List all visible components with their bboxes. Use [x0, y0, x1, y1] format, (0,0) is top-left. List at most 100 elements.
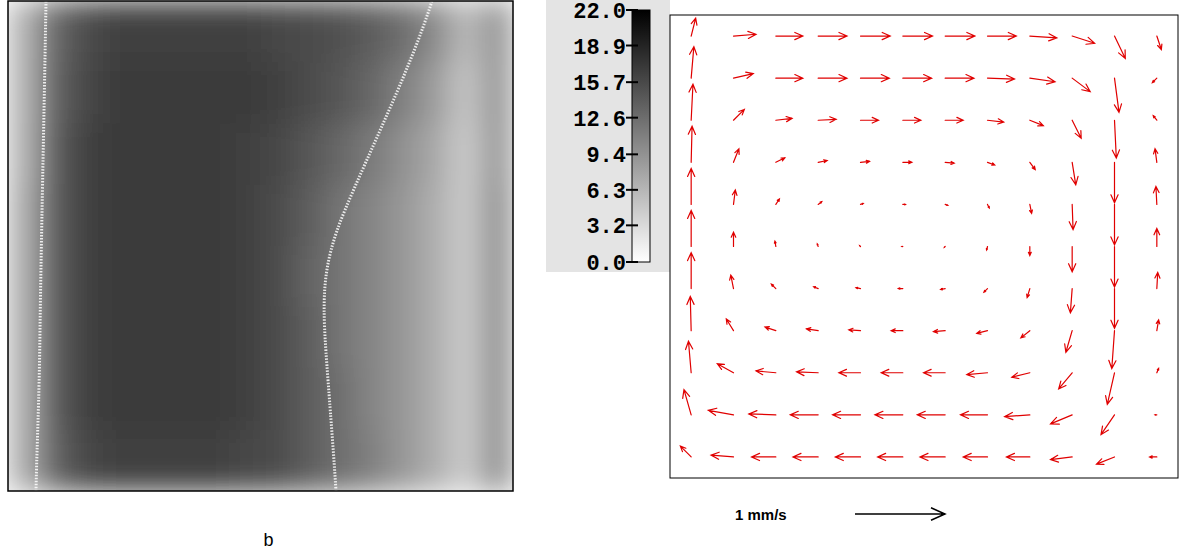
velocity-vector — [1157, 36, 1162, 50]
velocity-vector — [856, 287, 861, 288]
heatmap-cells — [8, 1, 513, 491]
velocity-vector — [1069, 247, 1076, 272]
heatmap-cell — [450, 369, 482, 431]
velocity-vector — [726, 319, 733, 331]
heatmap-cell — [166, 246, 198, 308]
velocity-vector — [711, 452, 734, 459]
velocity-vector — [730, 275, 734, 289]
colorbar-tick-label: 18.9 — [573, 36, 626, 61]
heatmap-cell — [292, 124, 324, 186]
velocity-vector — [1072, 36, 1095, 44]
colorbar-tick-label: 22.0 — [573, 0, 626, 25]
heatmap-cell — [134, 1, 166, 63]
velocity-vector — [732, 190, 737, 204]
colorbar — [632, 10, 650, 262]
heatmap-area — [8, 1, 513, 491]
colorbar-tick — [626, 9, 638, 11]
heatmap-cell — [324, 185, 356, 247]
velocity-vector — [1109, 331, 1116, 369]
heatmap-cell — [40, 62, 72, 124]
heatmap-cell — [166, 307, 198, 369]
heatmap-cell — [8, 307, 40, 369]
heatmap-cell — [387, 1, 419, 63]
velocity-vector — [1111, 204, 1118, 245]
heatmap-cell — [229, 62, 261, 124]
heatmap-cell — [134, 430, 166, 491]
colorbar-tick-label: 3.2 — [586, 215, 626, 240]
velocity-vector — [933, 329, 945, 333]
heatmap-cell — [261, 430, 293, 491]
velocity-vector — [1030, 204, 1033, 213]
velocity-vector — [861, 75, 890, 82]
heatmap-cell — [450, 430, 482, 491]
colorbar-background — [546, 0, 670, 272]
velocity-vector — [945, 32, 975, 39]
velocity-vector — [1154, 149, 1158, 163]
velocity-vector — [861, 203, 864, 204]
velocity-vector — [920, 453, 945, 460]
heatmap-cell — [71, 369, 103, 431]
heatmap-cell — [292, 62, 324, 124]
velocity-vector — [1115, 36, 1126, 59]
velocity-vector — [756, 368, 776, 374]
heatmap-cell — [387, 430, 419, 491]
velocity-vector — [945, 204, 948, 205]
velocity-vector — [1065, 331, 1073, 353]
heatmap-cell — [450, 1, 482, 63]
heatmap-cell — [229, 430, 261, 491]
velocity-vector — [963, 453, 987, 460]
velocity-vector — [790, 411, 818, 418]
velocity-vector — [1030, 162, 1035, 169]
heatmap-cell — [355, 307, 387, 369]
heatmap-cell — [418, 1, 450, 63]
heatmap-cell — [481, 246, 513, 308]
colorbar-tick — [626, 153, 638, 155]
velocity-vector — [708, 408, 733, 415]
velocity-vector — [1021, 331, 1030, 338]
velocity-vector — [690, 47, 697, 79]
heatmap-cell — [103, 185, 135, 247]
heatmap-cell — [418, 430, 450, 491]
colorbar-tick — [626, 45, 638, 47]
velocity-vector — [818, 32, 847, 39]
heatmap-cell — [355, 1, 387, 63]
heatmap-cell — [197, 185, 229, 247]
velocity-vector — [818, 160, 827, 163]
heatmap-cell — [229, 369, 261, 431]
velocity-vector — [988, 162, 995, 165]
heatmap-cell — [40, 246, 72, 308]
heatmap-cell — [197, 1, 229, 63]
heatmap-cell — [103, 1, 135, 63]
velocity-vector — [689, 84, 696, 120]
velocity-vector — [1097, 457, 1115, 465]
heatmap-cell — [229, 1, 261, 63]
velocity-vector — [961, 411, 988, 418]
colorbar-tick-label: 12.6 — [573, 108, 626, 133]
velocity-vector — [1112, 120, 1119, 158]
heatmap-cell — [71, 1, 103, 63]
velocity-vector — [1030, 77, 1055, 84]
heatmap-cell — [387, 307, 419, 369]
velocity-vector — [734, 72, 754, 78]
heatmap-cell — [134, 124, 166, 186]
heatmap-cell — [324, 430, 356, 491]
heatmap-cell — [324, 246, 356, 308]
heatmap-cell — [71, 307, 103, 369]
heatmap-cell — [197, 62, 229, 124]
heatmap-cell — [71, 124, 103, 186]
colorbar-tick — [626, 81, 638, 83]
velocity-vector — [1153, 116, 1157, 121]
heatmap-cell — [197, 430, 229, 491]
heatmap-cell — [418, 62, 450, 124]
velocity-vector — [1106, 373, 1115, 405]
heatmap-cell — [197, 369, 229, 431]
heatmap-cell — [8, 246, 40, 308]
velocity-vector — [1072, 78, 1090, 92]
velocity-vector — [1072, 120, 1081, 138]
quiver-frame — [670, 15, 1178, 478]
velocity-vector — [734, 31, 757, 38]
velocity-vector — [680, 446, 691, 457]
heatmap-cell — [324, 62, 356, 124]
velocity-vector — [776, 199, 780, 204]
velocity-vector — [1059, 373, 1073, 389]
